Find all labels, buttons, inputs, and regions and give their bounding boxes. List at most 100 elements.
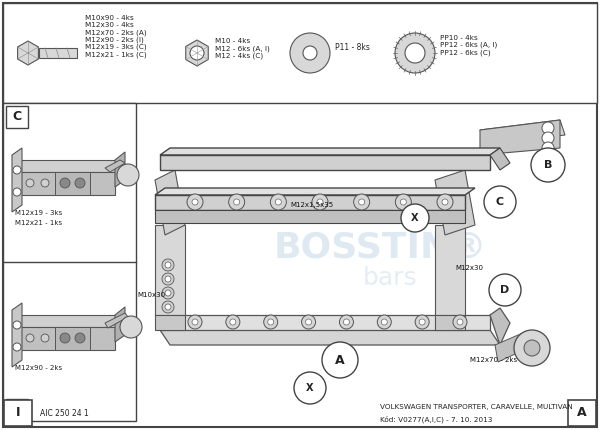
Circle shape: [395, 194, 412, 210]
Circle shape: [542, 122, 554, 134]
Text: BOSSTIN®: BOSSTIN®: [273, 231, 487, 265]
Circle shape: [303, 46, 317, 60]
Text: VOLKSWAGEN TRANSPORTER, CARAVELLE, MULTIVAN: VOLKSWAGEN TRANSPORTER, CARAVELLE, MULTI…: [380, 404, 573, 410]
Bar: [3, 103, 136, 421]
Polygon shape: [20, 327, 115, 350]
Polygon shape: [12, 303, 22, 367]
Circle shape: [542, 132, 554, 144]
Polygon shape: [435, 315, 465, 330]
Polygon shape: [55, 327, 90, 350]
Circle shape: [290, 33, 330, 73]
Text: A: A: [335, 353, 345, 366]
Circle shape: [359, 199, 365, 205]
Text: C: C: [496, 197, 504, 207]
Circle shape: [26, 179, 34, 187]
Circle shape: [302, 315, 316, 329]
Circle shape: [531, 148, 565, 182]
Circle shape: [514, 330, 550, 366]
Bar: [39, 48, 77, 58]
Circle shape: [264, 315, 278, 329]
Polygon shape: [17, 41, 38, 65]
Polygon shape: [12, 148, 22, 212]
Circle shape: [400, 199, 406, 205]
Circle shape: [294, 372, 326, 404]
Polygon shape: [160, 315, 490, 330]
Circle shape: [437, 194, 453, 210]
Circle shape: [317, 199, 323, 205]
Polygon shape: [480, 120, 565, 145]
Polygon shape: [160, 155, 490, 170]
Bar: [6, 399, 28, 421]
Circle shape: [162, 287, 174, 299]
Circle shape: [165, 290, 171, 296]
Text: M10 - 4ks
M12 - 6ks (A, I)
M12 - 4ks (C): M10 - 4ks M12 - 6ks (A, I) M12 - 4ks (C): [215, 38, 270, 59]
Circle shape: [162, 301, 174, 313]
Circle shape: [120, 316, 142, 338]
Text: M10x30: M10x30: [137, 292, 165, 298]
Bar: [3, 3, 597, 103]
Polygon shape: [105, 313, 128, 328]
Polygon shape: [155, 210, 465, 223]
Polygon shape: [20, 160, 115, 172]
Polygon shape: [490, 148, 510, 170]
Circle shape: [453, 315, 467, 329]
Text: M12x90 - 2ks: M12x90 - 2ks: [15, 365, 62, 371]
Text: X: X: [306, 383, 314, 393]
Circle shape: [60, 333, 70, 343]
Circle shape: [457, 319, 463, 325]
Circle shape: [401, 204, 429, 232]
Circle shape: [268, 319, 274, 325]
Polygon shape: [435, 170, 475, 235]
Circle shape: [275, 199, 281, 205]
Circle shape: [524, 340, 540, 356]
Circle shape: [60, 178, 70, 188]
Circle shape: [162, 259, 174, 271]
Circle shape: [489, 274, 521, 306]
Circle shape: [13, 188, 21, 196]
Polygon shape: [105, 160, 125, 172]
Circle shape: [41, 334, 49, 342]
Circle shape: [484, 186, 516, 218]
Polygon shape: [160, 330, 500, 345]
Text: M12x1,5x35: M12x1,5x35: [290, 202, 333, 208]
Circle shape: [162, 273, 174, 285]
Circle shape: [271, 194, 286, 210]
Circle shape: [192, 199, 198, 205]
Text: D: D: [500, 285, 509, 295]
Circle shape: [13, 166, 21, 174]
Circle shape: [343, 319, 349, 325]
Circle shape: [13, 343, 21, 351]
Text: B: B: [544, 160, 552, 170]
Circle shape: [419, 319, 425, 325]
Circle shape: [377, 315, 391, 329]
Circle shape: [75, 178, 85, 188]
Polygon shape: [55, 172, 90, 195]
Polygon shape: [20, 315, 115, 327]
Circle shape: [226, 315, 240, 329]
Polygon shape: [495, 332, 528, 362]
Circle shape: [542, 142, 554, 154]
Polygon shape: [480, 120, 560, 155]
Text: AIC 250 24 1: AIC 250 24 1: [40, 408, 89, 418]
Circle shape: [75, 333, 85, 343]
Text: M12x21 - 1ks: M12x21 - 1ks: [15, 220, 62, 226]
Polygon shape: [155, 225, 185, 315]
Circle shape: [26, 334, 34, 342]
Text: I: I: [15, 403, 19, 417]
Circle shape: [165, 262, 171, 268]
Polygon shape: [115, 307, 125, 342]
Circle shape: [305, 319, 311, 325]
Circle shape: [230, 319, 236, 325]
Text: P11 - 8ks: P11 - 8ks: [335, 43, 370, 52]
Polygon shape: [160, 148, 500, 155]
Circle shape: [190, 46, 204, 60]
Circle shape: [117, 164, 139, 186]
Circle shape: [188, 315, 202, 329]
Circle shape: [13, 321, 21, 329]
Text: bars: bars: [362, 266, 418, 290]
Circle shape: [395, 33, 435, 73]
Polygon shape: [155, 170, 185, 235]
Polygon shape: [115, 152, 125, 187]
Bar: [6, 106, 28, 128]
Text: PP10 - 4ks
PP12 - 6ks (A, I)
PP12 - 6ks (C): PP10 - 4ks PP12 - 6ks (A, I) PP12 - 6ks …: [440, 35, 497, 56]
